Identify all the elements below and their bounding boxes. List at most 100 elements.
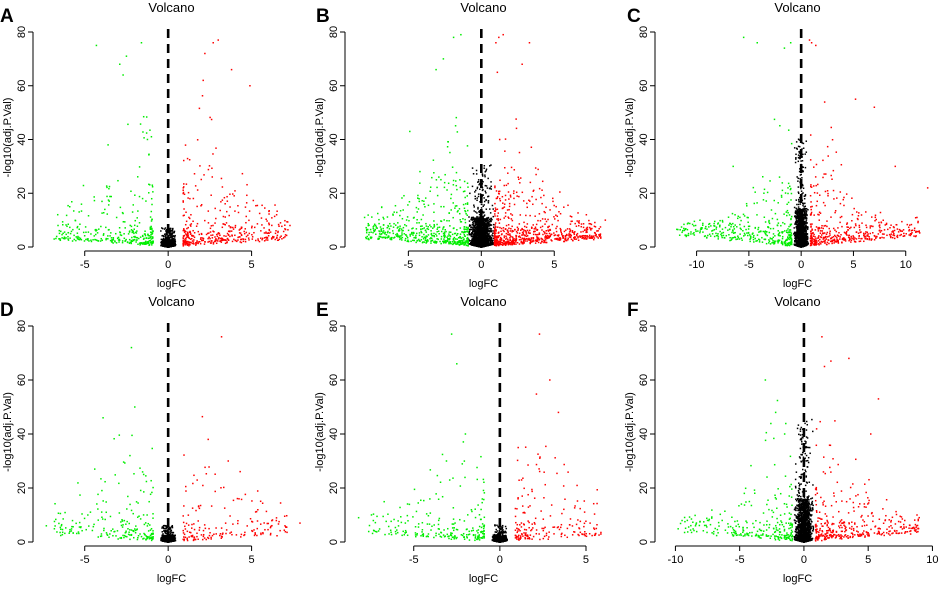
point-ns (488, 200, 490, 202)
point-down (63, 238, 64, 240)
point-up (497, 196, 499, 198)
point-up (208, 237, 210, 239)
point-down (137, 243, 139, 245)
point-ns (486, 219, 488, 221)
point-up (262, 238, 264, 240)
point-down (465, 222, 467, 224)
point-up (236, 241, 238, 243)
point-up (510, 240, 512, 242)
point-ns (166, 234, 168, 236)
point-up (531, 147, 533, 149)
point-up (506, 225, 508, 227)
point-down (366, 232, 368, 234)
point-up (535, 242, 537, 244)
point-up (530, 243, 532, 245)
point-down (389, 232, 391, 234)
point-up (224, 224, 226, 226)
point-up (279, 239, 281, 241)
point-up (553, 205, 555, 207)
point-ns (488, 225, 490, 227)
point-ns (169, 245, 171, 247)
point-up (226, 242, 228, 244)
point-ns (477, 226, 479, 228)
point-up (516, 192, 518, 194)
point-ns (492, 205, 494, 207)
point-up (584, 229, 586, 231)
point-up (510, 196, 512, 198)
point-up (569, 237, 571, 239)
point-up (521, 228, 523, 230)
point-up (284, 224, 286, 226)
point-up (550, 239, 552, 241)
y-axis-label: -log10(adj.P.Val) (2, 98, 14, 178)
point-down (143, 137, 145, 139)
point-ns (492, 208, 494, 210)
point-up (495, 207, 497, 209)
point-up (533, 190, 535, 192)
point-up (501, 238, 503, 240)
point-up (517, 242, 519, 244)
point-up (531, 241, 533, 243)
point-up (495, 237, 497, 239)
point-up (556, 231, 558, 233)
x-axis-label: logFC (157, 278, 186, 290)
point-up (507, 239, 509, 241)
point-up (521, 241, 523, 243)
point-ns (481, 204, 483, 206)
point-up (253, 200, 255, 202)
point-up (214, 222, 216, 224)
point-up (235, 225, 237, 227)
point-down (148, 184, 150, 186)
point-down (397, 222, 399, 224)
point-up (507, 242, 509, 244)
point-up (531, 196, 533, 198)
point-up (495, 235, 497, 237)
point-up (540, 220, 542, 222)
point-up (229, 236, 231, 238)
point-up (183, 201, 185, 203)
point-down (144, 230, 146, 232)
point-ns (490, 220, 492, 222)
point-down (131, 241, 133, 243)
point-up (189, 198, 191, 200)
point-down (141, 42, 143, 44)
point-down (77, 232, 79, 234)
point-up (264, 232, 266, 234)
point-down (139, 242, 141, 244)
point-up (505, 199, 507, 201)
point-up (243, 231, 245, 233)
point-down (443, 219, 445, 221)
point-down (119, 227, 121, 229)
point-up (574, 234, 576, 236)
point-up (554, 238, 556, 240)
point-down (401, 230, 403, 232)
point-up (512, 241, 514, 243)
point-down (426, 231, 428, 233)
point-down (117, 238, 119, 240)
point-up (520, 177, 522, 179)
point-down (85, 226, 87, 228)
point-up (515, 241, 517, 243)
point-ns (482, 174, 484, 176)
point-up (533, 231, 535, 233)
point-up (193, 243, 195, 245)
point-ns (490, 241, 492, 243)
point-up (499, 198, 501, 200)
point-ns (474, 196, 476, 198)
point-up (557, 235, 559, 237)
point-ns (480, 218, 482, 220)
point-up (495, 226, 497, 228)
point-ns (474, 225, 476, 227)
point-down (107, 238, 109, 240)
point-up (249, 85, 251, 87)
point-up (536, 236, 538, 238)
point-up (541, 203, 543, 205)
point-up (531, 237, 533, 239)
point-down (133, 233, 135, 235)
point-down (68, 224, 70, 226)
point-up (511, 231, 513, 233)
point-up (526, 203, 528, 205)
point-up (196, 225, 198, 227)
point-ns (472, 167, 474, 169)
point-up (225, 235, 227, 237)
